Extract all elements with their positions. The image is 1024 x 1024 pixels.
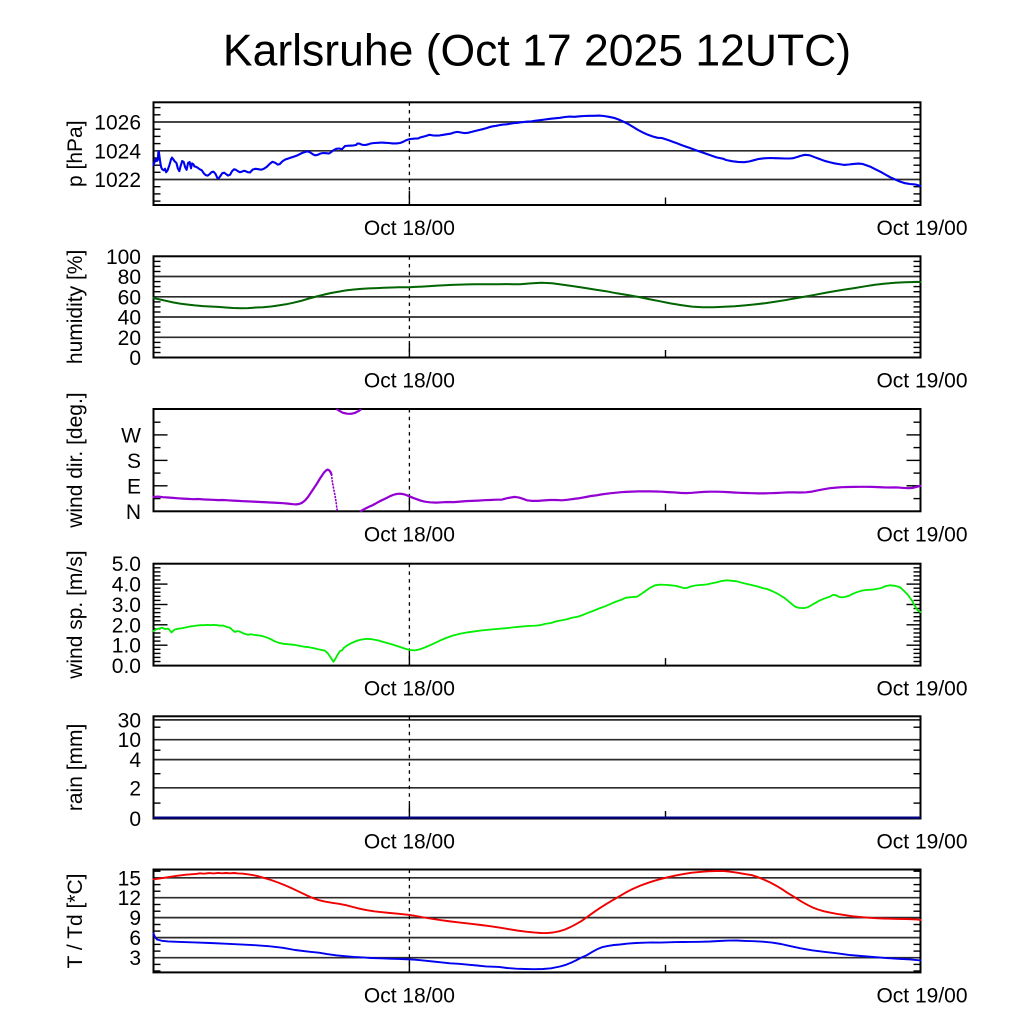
svg-text:Oct 19/00: Oct 19/00 bbox=[876, 370, 967, 393]
svg-text:3.0: 3.0 bbox=[112, 594, 141, 617]
svg-text:humidity [%]: humidity [%] bbox=[64, 250, 87, 364]
svg-text:5.0: 5.0 bbox=[112, 553, 141, 576]
svg-text:Oct 18/00: Oct 18/00 bbox=[364, 217, 455, 240]
svg-text:wind dir. [deg.]: wind dir. [deg.] bbox=[64, 392, 87, 528]
svg-text:1024: 1024 bbox=[94, 140, 141, 163]
svg-text:Karlsruhe (Oct 17 2025 12UTC): Karlsruhe (Oct 17 2025 12UTC) bbox=[223, 27, 851, 76]
svg-text:0.0: 0.0 bbox=[112, 655, 141, 678]
svg-text:20: 20 bbox=[118, 327, 141, 350]
svg-text:S: S bbox=[127, 450, 141, 473]
svg-text:1.0: 1.0 bbox=[112, 635, 141, 658]
svg-text:Oct 18/00: Oct 18/00 bbox=[364, 523, 455, 546]
svg-text:Oct 19/00: Oct 19/00 bbox=[876, 217, 967, 240]
svg-text:6: 6 bbox=[129, 927, 141, 950]
svg-text:12: 12 bbox=[118, 887, 141, 910]
svg-text:60: 60 bbox=[118, 286, 141, 309]
svg-text:Oct 18/00: Oct 18/00 bbox=[364, 678, 455, 701]
svg-text:4: 4 bbox=[129, 749, 141, 772]
svg-text:1026: 1026 bbox=[94, 112, 141, 135]
svg-text:9: 9 bbox=[129, 907, 141, 930]
svg-text:4.0: 4.0 bbox=[112, 574, 141, 597]
svg-text:2: 2 bbox=[129, 777, 141, 800]
svg-text:100: 100 bbox=[106, 246, 141, 269]
svg-text:30: 30 bbox=[118, 709, 141, 732]
svg-text:15: 15 bbox=[118, 867, 141, 890]
svg-text:E: E bbox=[127, 475, 141, 498]
svg-text:wind sp. [m/s]: wind sp. [m/s] bbox=[64, 550, 87, 679]
svg-text:Oct 18/00: Oct 18/00 bbox=[364, 370, 455, 393]
svg-text:p [hPa]: p [hPa] bbox=[64, 120, 87, 187]
svg-text:40: 40 bbox=[118, 307, 141, 330]
svg-text:0: 0 bbox=[129, 347, 141, 370]
svg-text:Oct 18/00: Oct 18/00 bbox=[364, 984, 455, 1007]
svg-text:N: N bbox=[126, 501, 141, 524]
svg-text:2.0: 2.0 bbox=[112, 614, 141, 637]
svg-text:W: W bbox=[121, 424, 141, 447]
svg-text:80: 80 bbox=[118, 266, 141, 289]
svg-text:1022: 1022 bbox=[94, 169, 141, 192]
svg-text:10: 10 bbox=[118, 729, 141, 752]
svg-text:Oct 18/00: Oct 18/00 bbox=[364, 831, 455, 854]
svg-text:Oct 19/00: Oct 19/00 bbox=[876, 984, 967, 1007]
svg-text:0: 0 bbox=[129, 808, 141, 831]
svg-text:Oct 19/00: Oct 19/00 bbox=[876, 523, 967, 546]
svg-text:3: 3 bbox=[129, 947, 141, 970]
svg-text:Oct 19/00: Oct 19/00 bbox=[876, 831, 967, 854]
svg-text:rain [mm]: rain [mm] bbox=[64, 724, 87, 812]
svg-text:T / Td [*C]: T / Td [*C] bbox=[64, 874, 87, 969]
svg-text:Oct 19/00: Oct 19/00 bbox=[876, 678, 967, 701]
